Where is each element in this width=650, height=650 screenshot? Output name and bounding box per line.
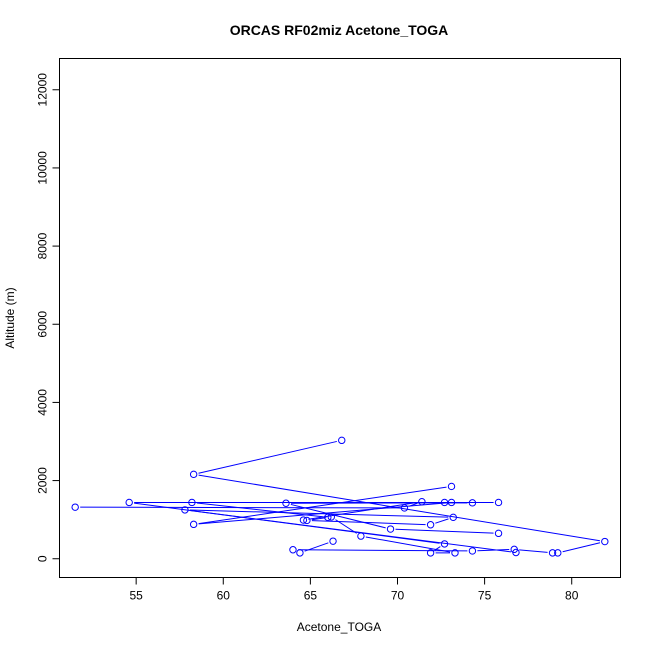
series-segment	[395, 528, 494, 534]
plot-frame	[59, 58, 621, 578]
data-point	[468, 499, 477, 507]
data-point	[338, 436, 346, 445]
y-tick-label: 8000	[36, 232, 50, 259]
data-point	[447, 482, 456, 491]
x-tick-label: 65	[304, 589, 318, 603]
data-point	[282, 499, 290, 507]
data-point	[440, 540, 449, 548]
series-segment	[311, 520, 426, 526]
y-axis: 0 2000 4000 6000 8000 10000 12000	[36, 73, 60, 562]
data-point	[329, 537, 337, 545]
data-point	[449, 513, 457, 522]
data-point	[181, 506, 189, 514]
data-point	[71, 503, 79, 511]
data-point	[447, 498, 456, 507]
data-point	[512, 548, 520, 557]
data-point	[296, 549, 304, 557]
x-axis-label: Acetone_TOGA	[297, 620, 382, 634]
data-point	[327, 513, 335, 521]
series-segment	[304, 542, 329, 552]
series-segment	[297, 549, 468, 552]
chart-title: ORCAS RF02miz Acetone_TOGA	[230, 22, 449, 38]
series-segment	[198, 486, 447, 525]
y-tick-label: 2000	[36, 467, 50, 494]
data-point	[189, 520, 198, 529]
y-tick-label: 6000	[36, 311, 50, 338]
data-point	[189, 470, 198, 479]
y-tick-label: 0	[36, 555, 50, 562]
data-point	[303, 516, 311, 525]
y-tick-label: 12000	[36, 73, 50, 107]
data-point	[386, 525, 395, 533]
x-tick-label: 70	[391, 589, 405, 603]
data-point	[324, 513, 332, 522]
data-point	[440, 498, 449, 507]
series-segment	[435, 518, 449, 524]
y-axis-label: Altitude (m)	[3, 287, 17, 348]
data-point	[548, 549, 557, 557]
data-point	[125, 498, 133, 507]
x-tick-label: 60	[217, 589, 231, 603]
y-tick-label: 4000	[36, 389, 50, 416]
series-segment	[189, 509, 449, 518]
data-lines	[80, 440, 601, 554]
data-points	[71, 436, 609, 557]
data-point	[400, 504, 409, 512]
data-point	[554, 549, 562, 557]
data-point	[289, 546, 297, 554]
data-point	[426, 521, 435, 529]
series-segment	[189, 510, 512, 553]
x-tick-label: 75	[478, 589, 492, 603]
series-segment	[562, 542, 601, 553]
series-segment	[519, 549, 548, 553]
x-tick-label: 80	[565, 589, 579, 603]
series-segment	[311, 517, 327, 521]
series-segment	[196, 502, 323, 518]
data-point	[494, 529, 503, 538]
series-segment	[290, 503, 386, 529]
series-segment	[308, 501, 418, 520]
data-point	[451, 549, 459, 557]
data-point	[494, 498, 503, 507]
series-segment	[408, 502, 418, 507]
data-point	[426, 549, 435, 557]
series-segment	[477, 549, 510, 552]
data-point	[601, 537, 609, 546]
data-point	[357, 532, 365, 540]
series-segment	[80, 506, 400, 509]
series-segment	[365, 536, 451, 553]
x-tick-label: 55	[129, 589, 143, 603]
data-point	[418, 497, 426, 506]
data-point	[188, 498, 196, 507]
series-segment	[198, 440, 337, 474]
data-point	[299, 516, 308, 524]
y-tick-label: 10000	[36, 151, 50, 185]
x-axis: 55 60 65 70 75 80	[129, 577, 579, 603]
data-point	[468, 547, 477, 555]
